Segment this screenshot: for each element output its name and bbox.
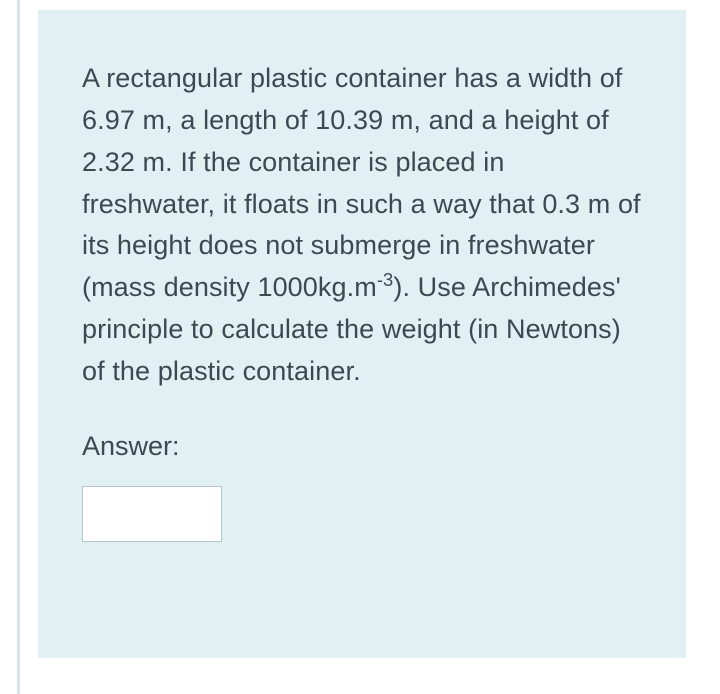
left-accent-border <box>17 0 20 694</box>
exponent-text: -3 <box>377 269 394 290</box>
question-text-pre: A rectangular plastic container has a wi… <box>82 63 641 302</box>
question-text: A rectangular plastic container has a wi… <box>82 58 642 393</box>
answer-input[interactable] <box>82 486 222 542</box>
answer-label: Answer: <box>82 431 642 462</box>
question-card: A rectangular plastic container has a wi… <box>38 10 686 658</box>
page-container: A rectangular plastic container has a wi… <box>0 0 720 694</box>
